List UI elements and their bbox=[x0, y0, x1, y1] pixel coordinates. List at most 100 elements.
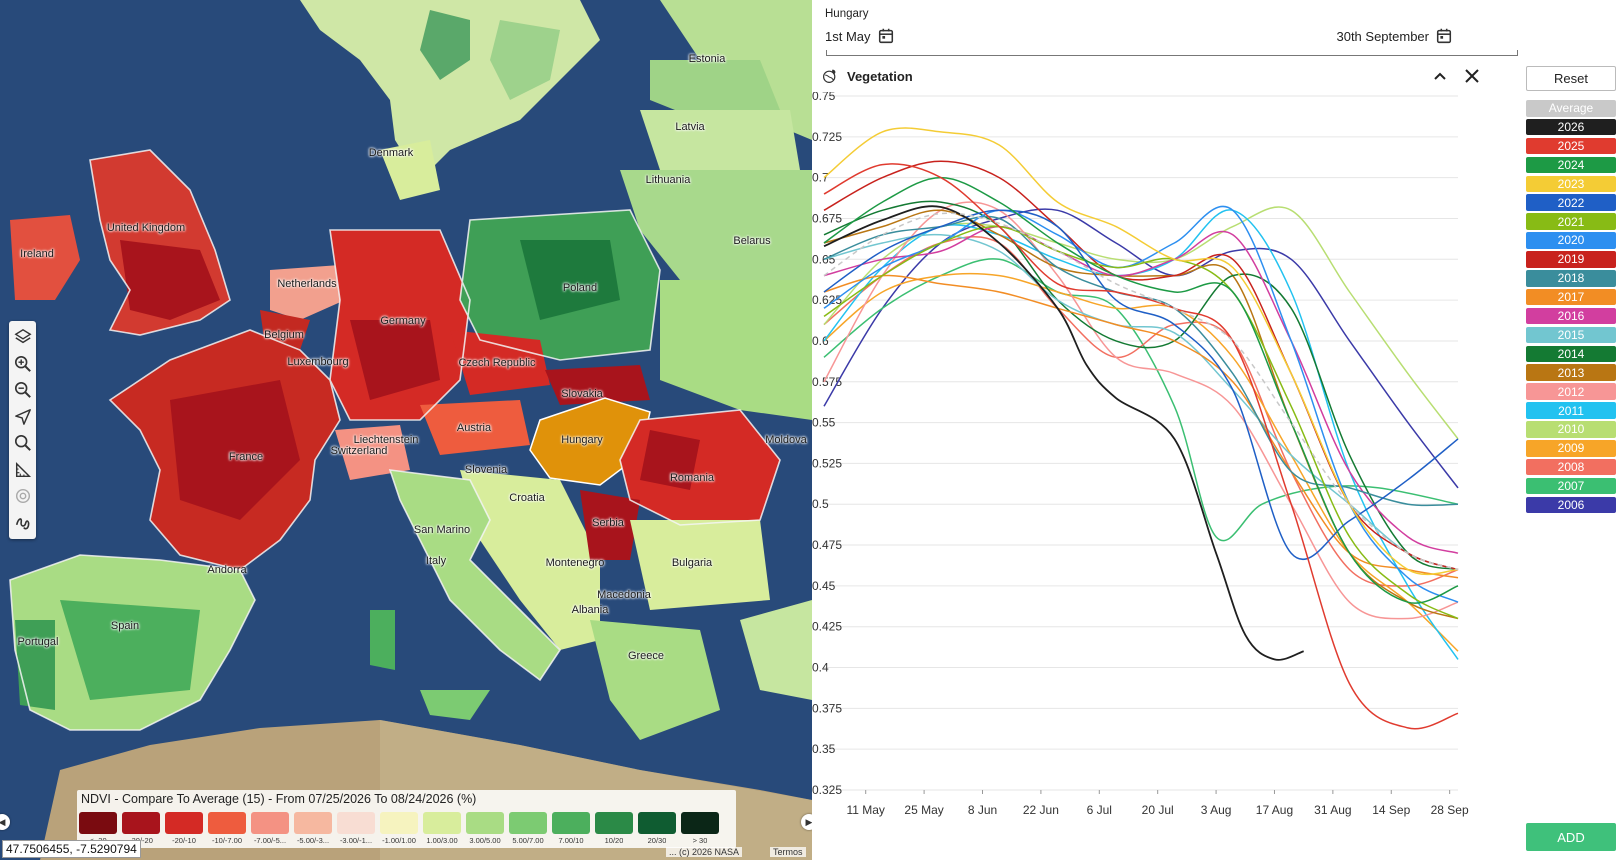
search-icon[interactable] bbox=[9, 430, 36, 457]
legend-item: -5.00/-3... bbox=[294, 812, 332, 845]
y-tick-label: 0.5 bbox=[812, 497, 829, 511]
legend-color-chip bbox=[294, 812, 332, 834]
calendar-icon[interactable] bbox=[877, 27, 895, 45]
x-tick-label: 20 Jul bbox=[1142, 803, 1174, 817]
legend-item: -30/-20 bbox=[122, 812, 160, 845]
year-toggle-2006[interactable]: 2006 bbox=[1526, 496, 1616, 514]
legend-item-label: 10/20 bbox=[604, 836, 624, 845]
y-tick-label: 0.325 bbox=[812, 783, 842, 797]
chevron-up-icon[interactable] bbox=[1430, 66, 1450, 86]
year-toggle-2011[interactable]: 2011 bbox=[1526, 402, 1616, 419]
year-toggle-2013[interactable]: 2013 bbox=[1526, 364, 1616, 381]
date-end[interactable]: 30th September bbox=[1336, 27, 1453, 45]
legend-color-chip bbox=[380, 812, 418, 834]
year-toggle-2014[interactable]: 2014 bbox=[1526, 345, 1616, 363]
year-toggle-2015[interactable]: 2015 bbox=[1526, 326, 1616, 344]
y-tick-label: 0.525 bbox=[812, 456, 842, 470]
series-line-2026 bbox=[823, 205, 1305, 661]
x-tick-label: 6 Jul bbox=[1087, 803, 1112, 817]
year-toggle-2007[interactable]: 2007 bbox=[1526, 477, 1616, 495]
zoom-in-icon[interactable] bbox=[9, 351, 36, 378]
legend-color-chip bbox=[251, 812, 289, 834]
legend-title: NDVI - Compare To Average (15) - From 07… bbox=[81, 792, 477, 806]
year-toggle-average[interactable]: Average bbox=[1526, 100, 1616, 117]
y-tick-label: 0.575 bbox=[812, 375, 842, 389]
legend-item-label: -7.00/-5... bbox=[253, 836, 287, 845]
legend-item: 3.00/5.00 bbox=[466, 812, 504, 845]
map-attribution: ... (c) 2026 NASA bbox=[666, 847, 743, 857]
series-line-2012 bbox=[823, 201, 1459, 620]
year-toggle-2008[interactable]: 2008 bbox=[1526, 458, 1616, 476]
year-toggle-2012[interactable]: 2012 bbox=[1526, 383, 1616, 400]
legend-item-label: 1.00/3.00 bbox=[426, 836, 458, 845]
y-tick-label: 0.65 bbox=[812, 252, 836, 266]
collapse-left-icon[interactable]: ◀ bbox=[0, 814, 10, 830]
legend-color-chip bbox=[466, 812, 504, 834]
legend-color-chip bbox=[165, 812, 203, 834]
map-toolbar bbox=[9, 321, 36, 539]
legend-item: 1.00/3.00 bbox=[423, 812, 461, 845]
year-toggle-2020[interactable]: 2020 bbox=[1526, 232, 1616, 249]
year-toggle-2018[interactable]: 2018 bbox=[1526, 270, 1616, 287]
map-view[interactable]: Estonia Latvia Lithuania Belarus Denmark Unit… bbox=[0, 0, 812, 860]
year-toggle-2016[interactable]: 2016 bbox=[1526, 307, 1616, 325]
measure-icon[interactable] bbox=[9, 457, 36, 484]
date-range-slider[interactable] bbox=[826, 50, 1518, 56]
series-line-2006 bbox=[823, 208, 1459, 489]
legend-item-label: > 30 bbox=[692, 836, 708, 845]
date-start-label: 1st May bbox=[825, 28, 871, 44]
draw-icon[interactable] bbox=[9, 510, 36, 537]
x-tick-label: 14 Sep bbox=[1372, 803, 1410, 817]
legend-item: -7.00/-5... bbox=[251, 812, 289, 845]
calendar-icon[interactable] bbox=[1435, 27, 1453, 45]
y-tick-label: 0.7 bbox=[812, 171, 829, 185]
add-button[interactable]: ADD bbox=[1526, 823, 1616, 851]
terms-link[interactable]: Termos bbox=[770, 847, 806, 857]
coordinates-readout: 47.7506455, -7.5290794 bbox=[2, 840, 141, 858]
year-toggle-2024[interactable]: 2024 bbox=[1526, 156, 1616, 174]
year-toggle-2026[interactable]: 2026 bbox=[1526, 118, 1616, 136]
y-tick-label: 0.35 bbox=[812, 742, 836, 756]
x-tick-label: 31 Aug bbox=[1314, 803, 1351, 817]
navigate-icon[interactable] bbox=[9, 404, 36, 431]
x-tick-label: 8 Jun bbox=[968, 803, 997, 817]
legend-item-label: -5.00/-3... bbox=[296, 836, 330, 845]
series-line-2019 bbox=[823, 160, 1459, 571]
y-tick-label: 0.4 bbox=[812, 661, 829, 675]
y-tick-label: 0.55 bbox=[812, 416, 836, 430]
year-toggle-2023[interactable]: 2023 bbox=[1526, 175, 1616, 193]
year-toggle-2022[interactable]: 2022 bbox=[1526, 194, 1616, 211]
reset-button[interactable]: Reset bbox=[1526, 66, 1616, 91]
y-tick-label: 0.425 bbox=[812, 620, 842, 634]
year-toggle-2021[interactable]: 2021 bbox=[1526, 213, 1616, 230]
y-tick-label: 0.375 bbox=[812, 701, 842, 715]
region-name: Hungary bbox=[825, 8, 869, 20]
year-toggle-2017[interactable]: 2017 bbox=[1526, 288, 1616, 306]
date-start[interactable]: 1st May bbox=[825, 27, 895, 45]
zoom-out-icon[interactable] bbox=[9, 377, 36, 404]
date-end-label: 30th September bbox=[1336, 28, 1429, 44]
legend-item-label: 7.00/10 bbox=[558, 836, 584, 845]
ndvi-legend: NDVI - Compare To Average (15) - From 07… bbox=[77, 790, 736, 848]
series-line-2025 bbox=[823, 163, 1459, 730]
chart-title: Vegetation bbox=[847, 69, 913, 84]
collapse-right-icon[interactable]: ▶ bbox=[801, 814, 812, 830]
legend-color-chip bbox=[208, 812, 246, 834]
legend-swatches: < -30-30/-20-20/-10-10/-7.00-7.00/-5...-… bbox=[79, 812, 719, 845]
target-icon[interactable] bbox=[9, 483, 36, 510]
series-line-2022 bbox=[823, 209, 1459, 561]
year-toggle-2019[interactable]: 2019 bbox=[1526, 251, 1616, 268]
year-toggle-2010[interactable]: 2010 bbox=[1526, 421, 1616, 438]
legend-item: 20/30 bbox=[638, 812, 676, 845]
legend-item-label: 3.00/5.00 bbox=[469, 836, 501, 845]
year-toggle-2009[interactable]: 2009 bbox=[1526, 440, 1616, 457]
legend-item: -20/-10 bbox=[165, 812, 203, 845]
layers-icon[interactable] bbox=[9, 324, 36, 351]
legend-item-label: 5.00/7.00 bbox=[512, 836, 544, 845]
close-icon[interactable] bbox=[1462, 66, 1482, 86]
legend-item: > 30 bbox=[681, 812, 719, 845]
year-toggle-2025[interactable]: 2025 bbox=[1526, 137, 1616, 155]
y-tick-label: 0.625 bbox=[812, 293, 842, 307]
y-tick-label: 0.6 bbox=[812, 334, 829, 348]
